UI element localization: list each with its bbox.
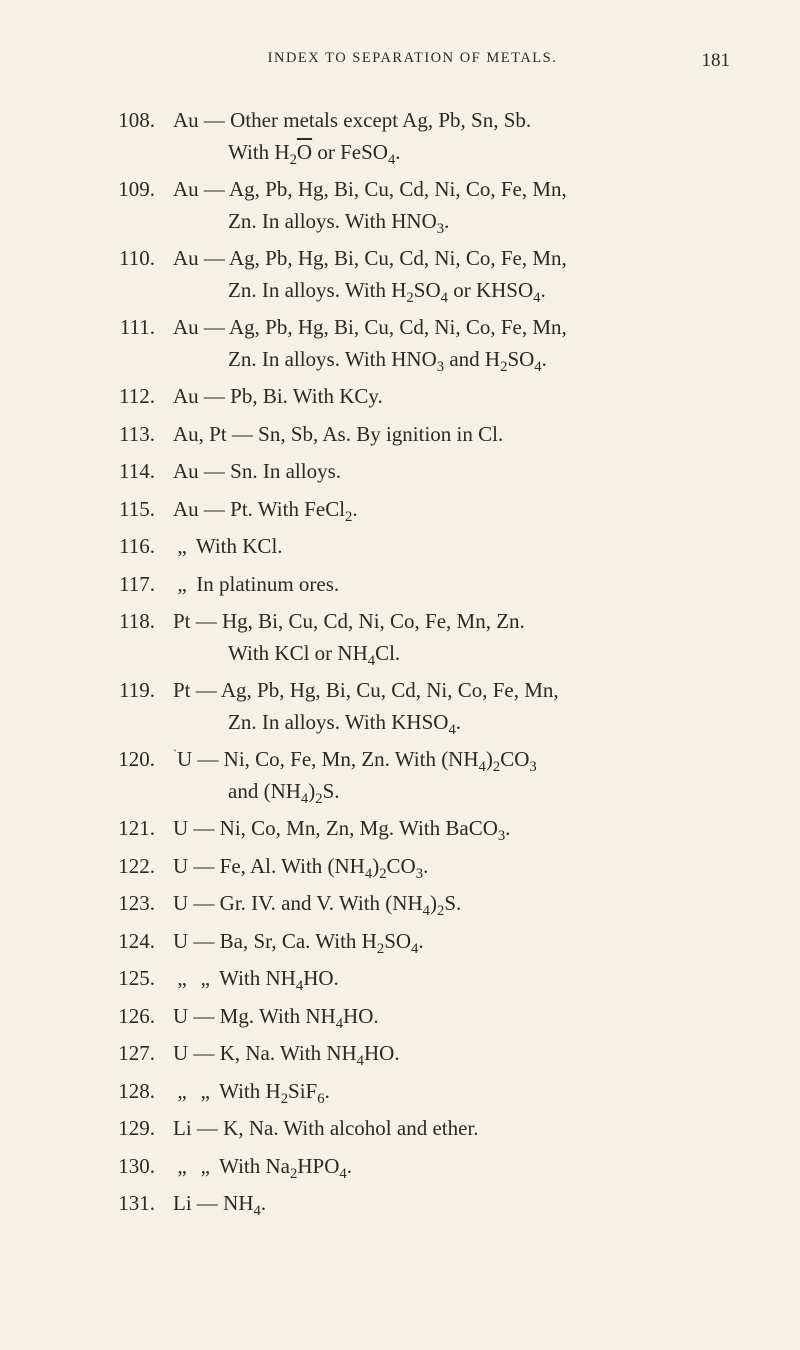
entry-row: 118.Pt — Hg, Bi, Cu, Cd, Ni, Co, Fe, Mn,…: [95, 606, 730, 669]
entry-row: 130. „ „ With Na2HPO4.: [95, 1151, 730, 1183]
entry-number: 110.: [95, 243, 173, 275]
entry-number: 115.: [95, 494, 173, 526]
entry-number: 109.: [95, 174, 173, 206]
entry-text: `U — Ni, Co, Fe, Mn, Zn. With (NH4)2CO3a…: [173, 744, 730, 807]
entry-row: 115.Au — Pt. With FeCl2.: [95, 494, 730, 526]
entry-number: 116.: [95, 531, 173, 563]
page-number: 181: [702, 50, 731, 72]
entry-text: U — Ni, Co, Mn, Zn, Mg. With BaCO3.: [173, 813, 730, 845]
entry-text: Pt — Hg, Bi, Cu, Cd, Ni, Co, Fe, Mn, Zn.…: [173, 606, 730, 669]
entry-text: Au — Ag, Pb, Hg, Bi, Cu, Cd, Ni, Co, Fe,…: [173, 312, 730, 375]
entry-row: 109.Au — Ag, Pb, Hg, Bi, Cu, Cd, Ni, Co,…: [95, 174, 730, 237]
page-header: INDEX TO SEPARATION OF METALS. 181: [95, 50, 730, 67]
entry-number: 118.: [95, 606, 173, 638]
entry-text: U — Fe, Al. With (NH4)2CO3.: [173, 851, 730, 883]
entry-row: 117. „ In platinum ores.: [95, 569, 730, 601]
entry-number: 126.: [95, 1001, 173, 1033]
entry-number: 124.: [95, 926, 173, 958]
entry-row: 128. „ „ With H2SiF6.: [95, 1076, 730, 1108]
entry-row: 122.U — Fe, Al. With (NH4)2CO3.: [95, 851, 730, 883]
entry-row: 123.U — Gr. IV. and V. With (NH4)2S.: [95, 888, 730, 920]
entry-row: 125. „ „ With NH4HO.: [95, 963, 730, 995]
entry-number: 113.: [95, 419, 173, 451]
entry-text: U — K, Na. With NH4HO.: [173, 1038, 730, 1070]
entry-number: 114.: [95, 456, 173, 488]
entry-text: „ „ With NH4HO.: [173, 963, 730, 995]
entry-text: Au — Sn. In alloys.: [173, 456, 730, 488]
entry-text: Au, Pt — Sn, Sb, As. By ignition in Cl.: [173, 419, 730, 451]
entry-number: 122.: [95, 851, 173, 883]
entry-number: 120.: [95, 744, 173, 776]
entry-row: 116. „ With KCl.: [95, 531, 730, 563]
page-content: INDEX TO SEPARATION OF METALS. 181 108.A…: [0, 0, 800, 1276]
entry-number: 111.: [95, 312, 173, 344]
entry-text: „ In platinum ores.: [173, 569, 730, 601]
entry-text: „ With KCl.: [173, 531, 730, 563]
entry-row: 114.Au — Sn. In alloys.: [95, 456, 730, 488]
entry-text: Li — NH4.: [173, 1188, 730, 1220]
entry-row: 126.U — Mg. With NH4HO.: [95, 1001, 730, 1033]
entry-number: 128.: [95, 1076, 173, 1108]
entry-number: 131.: [95, 1188, 173, 1220]
entry-text: U — Mg. With NH4HO.: [173, 1001, 730, 1033]
entry-number: 125.: [95, 963, 173, 995]
entry-text: U — Ba, Sr, Ca. With H2SO4.: [173, 926, 730, 958]
entry-row: 131.Li — NH4.: [95, 1188, 730, 1220]
entry-row: 119.Pt — Ag, Pb, Hg, Bi, Cu, Cd, Ni, Co,…: [95, 675, 730, 738]
entry-number: 129.: [95, 1113, 173, 1145]
entry-number: 108.: [95, 105, 173, 137]
entry-text: Au — Ag, Pb, Hg, Bi, Cu, Cd, Ni, Co, Fe,…: [173, 243, 730, 306]
entry-row: 112.Au — Pb, Bi. With KCy.: [95, 381, 730, 413]
entry-number: 130.: [95, 1151, 173, 1183]
entry-text: „ „ With H2SiF6.: [173, 1076, 730, 1108]
entry-text: „ „ With Na2HPO4.: [173, 1151, 730, 1183]
entry-row: 127.U — K, Na. With NH4HO.: [95, 1038, 730, 1070]
header-title: INDEX TO SEPARATION OF METALS.: [268, 50, 558, 67]
entry-number: 117.: [95, 569, 173, 601]
entries-list: 108.Au — Other metals except Ag, Pb, Sn,…: [95, 105, 730, 1220]
entry-row: 110.Au — Ag, Pb, Hg, Bi, Cu, Cd, Ni, Co,…: [95, 243, 730, 306]
entry-text: Pt — Ag, Pb, Hg, Bi, Cu, Cd, Ni, Co, Fe,…: [173, 675, 730, 738]
entry-row: 111.Au — Ag, Pb, Hg, Bi, Cu, Cd, Ni, Co,…: [95, 312, 730, 375]
entry-number: 121.: [95, 813, 173, 845]
entry-text: Li — K, Na. With alcohol and ether.: [173, 1113, 730, 1145]
entry-text: U — Gr. IV. and V. With (NH4)2S.: [173, 888, 730, 920]
entry-text: Au — Ag, Pb, Hg, Bi, Cu, Cd, Ni, Co, Fe,…: [173, 174, 730, 237]
entry-number: 127.: [95, 1038, 173, 1070]
entry-row: 124.U — Ba, Sr, Ca. With H2SO4.: [95, 926, 730, 958]
entry-row: 121.U — Ni, Co, Mn, Zn, Mg. With BaCO3.: [95, 813, 730, 845]
entry-text: Au — Other metals except Ag, Pb, Sn, Sb.…: [173, 105, 730, 168]
entry-number: 112.: [95, 381, 173, 413]
entry-row: 113.Au, Pt — Sn, Sb, As. By ignition in …: [95, 419, 730, 451]
entry-number: 123.: [95, 888, 173, 920]
entry-row: 129.Li — K, Na. With alcohol and ether.: [95, 1113, 730, 1145]
entry-text: Au — Pb, Bi. With KCy.: [173, 381, 730, 413]
entry-number: 119.: [95, 675, 173, 707]
entry-row: 108.Au — Other metals except Ag, Pb, Sn,…: [95, 105, 730, 168]
entry-text: Au — Pt. With FeCl2.: [173, 494, 730, 526]
entry-row: 120.`U — Ni, Co, Fe, Mn, Zn. With (NH4)2…: [95, 744, 730, 807]
